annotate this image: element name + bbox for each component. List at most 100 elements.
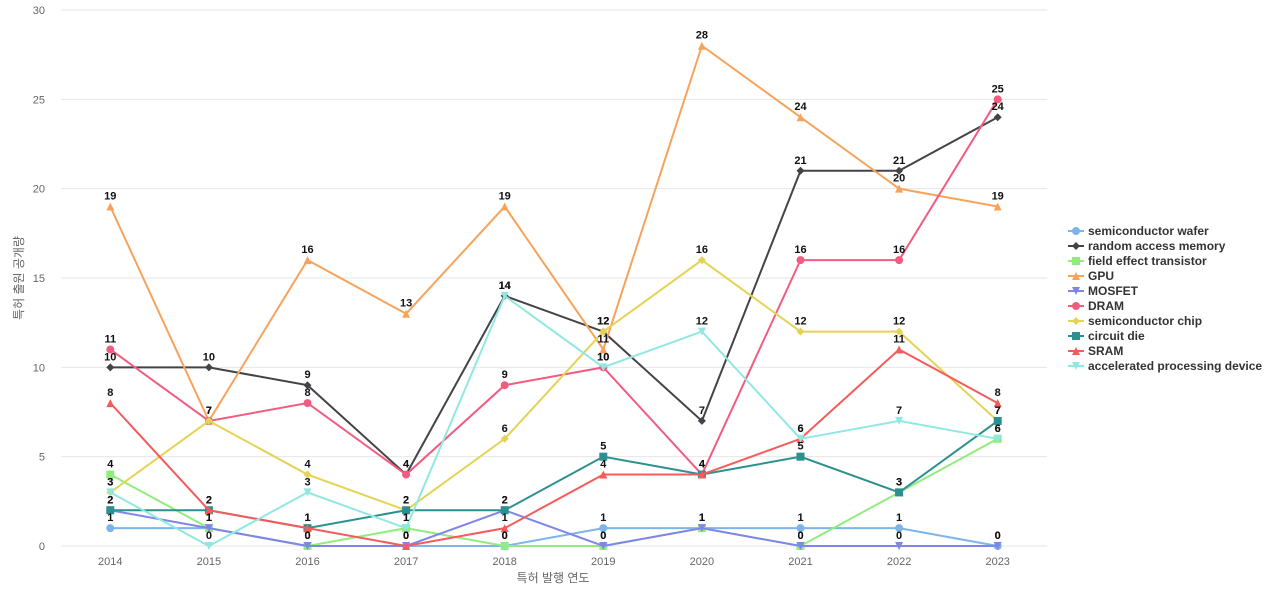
data-label: 12: [893, 316, 905, 328]
data-point: [796, 327, 805, 336]
legend-label: semiconductor wafer: [1088, 224, 1209, 238]
data-point: [204, 416, 213, 425]
data-label: 0: [403, 530, 409, 542]
data-label: 9: [502, 369, 508, 381]
series-line: [109, 44, 998, 424]
y-tick-label: 20: [33, 184, 45, 196]
data-label: 0: [403, 530, 409, 542]
data-point: [796, 524, 805, 533]
data-point: [796, 434, 805, 443]
data-label: 12: [794, 316, 806, 328]
data-label: 12: [597, 316, 609, 328]
data-label: 1: [206, 512, 212, 524]
data-label: 2: [107, 494, 113, 506]
legend-item[interactable]: DRAM: [1068, 299, 1124, 313]
data-label: 28: [696, 30, 708, 42]
legend-label: accelerated processing device: [1088, 359, 1262, 373]
data-label: 19: [104, 191, 116, 203]
series-7: [106, 416, 1002, 533]
data-point: [402, 524, 411, 533]
x-tick-label: 2015: [197, 556, 221, 568]
legend-item[interactable]: GPU: [1068, 269, 1114, 283]
x-tick-label: 2022: [887, 556, 911, 568]
data-label: 10: [104, 351, 116, 363]
data-point: [697, 470, 706, 479]
data-point: [796, 452, 805, 461]
series-line: [110, 116, 999, 477]
series-line: [109, 98, 999, 477]
data-label: 7: [206, 405, 212, 417]
legend-item[interactable]: accelerated processing device: [1068, 359, 1262, 373]
legend-label: GPU: [1088, 269, 1114, 283]
data-point: [106, 202, 115, 211]
data-label: 7: [896, 405, 902, 417]
data-label: 14: [499, 280, 512, 292]
x-axis-title: 특허 발행 연도: [517, 570, 590, 585]
data-point: [697, 416, 706, 425]
data-label: 13: [400, 298, 412, 310]
legend-item[interactable]: circuit die: [1068, 329, 1145, 343]
legend-label: MOSFET: [1088, 284, 1139, 298]
data-point: [697, 327, 706, 336]
data-label: 16: [301, 244, 313, 256]
data-point: [402, 542, 411, 550]
data-label: 1: [699, 512, 705, 524]
series-line: [109, 258, 999, 512]
data-label: 0: [600, 530, 606, 542]
data-point: [697, 256, 706, 265]
legend-label: DRAM: [1088, 299, 1124, 313]
data-point: [993, 95, 1002, 104]
data-label: 0: [995, 530, 1001, 542]
data-point: [402, 470, 411, 479]
x-tick-label: 2014: [98, 556, 122, 568]
data-point: [599, 327, 608, 336]
data-label: 1: [699, 512, 705, 524]
legend-marker: [1072, 242, 1080, 250]
legend-label: semiconductor chip: [1088, 314, 1202, 328]
data-point: [106, 399, 115, 408]
legend-marker: [1072, 347, 1080, 355]
data-label: 3: [896, 476, 902, 488]
data-label: 8: [304, 387, 310, 399]
legend-item[interactable]: semiconductor chip: [1068, 314, 1202, 328]
data-label: 6: [995, 423, 1001, 435]
data-label: 14: [499, 280, 512, 292]
series-2: [106, 434, 1002, 550]
series-line: [109, 294, 998, 548]
x-tick-label: 2019: [591, 556, 615, 568]
data-point: [993, 416, 1002, 425]
data-point: [993, 113, 1002, 122]
data-point: [895, 256, 904, 265]
data-label: 2: [107, 494, 113, 506]
legend-item[interactable]: SRAM: [1068, 344, 1123, 358]
data-point: [303, 524, 312, 533]
data-label: 2: [403, 494, 409, 506]
data-point: [599, 524, 608, 533]
data-label: 1: [600, 512, 606, 524]
legend-item[interactable]: field effect transistor: [1068, 254, 1207, 268]
data-label: 0: [206, 530, 212, 542]
legend-item[interactable]: random access memory: [1068, 239, 1226, 253]
y-tick-label: 10: [33, 362, 45, 374]
legend-item[interactable]: semiconductor wafer: [1068, 224, 1209, 238]
x-axis-ticks: 2014 2015 2016 2017 2018 2019 2020 2021 2022 2023: [98, 556, 1010, 568]
legend-item[interactable]: MOSFET: [1068, 284, 1139, 298]
series-1: [106, 113, 1002, 479]
data-label: 1: [699, 512, 705, 524]
y-axis-title: 특허 출원 공개량: [12, 236, 26, 320]
data-point: [303, 399, 312, 408]
data-label: 20: [893, 173, 905, 185]
data-point: [402, 506, 411, 515]
data-point: [500, 381, 509, 390]
x-tick-label: 2018: [492, 556, 516, 568]
series-line: [109, 348, 999, 548]
data-point: [895, 345, 904, 354]
data-point: [895, 327, 904, 336]
data-label: 0: [600, 530, 606, 542]
series-lines: [106, 41, 1002, 550]
data-point: [796, 166, 805, 175]
data-label: 2: [206, 494, 212, 506]
legend-marker: [1072, 332, 1080, 340]
data-label: 7: [995, 405, 1001, 417]
